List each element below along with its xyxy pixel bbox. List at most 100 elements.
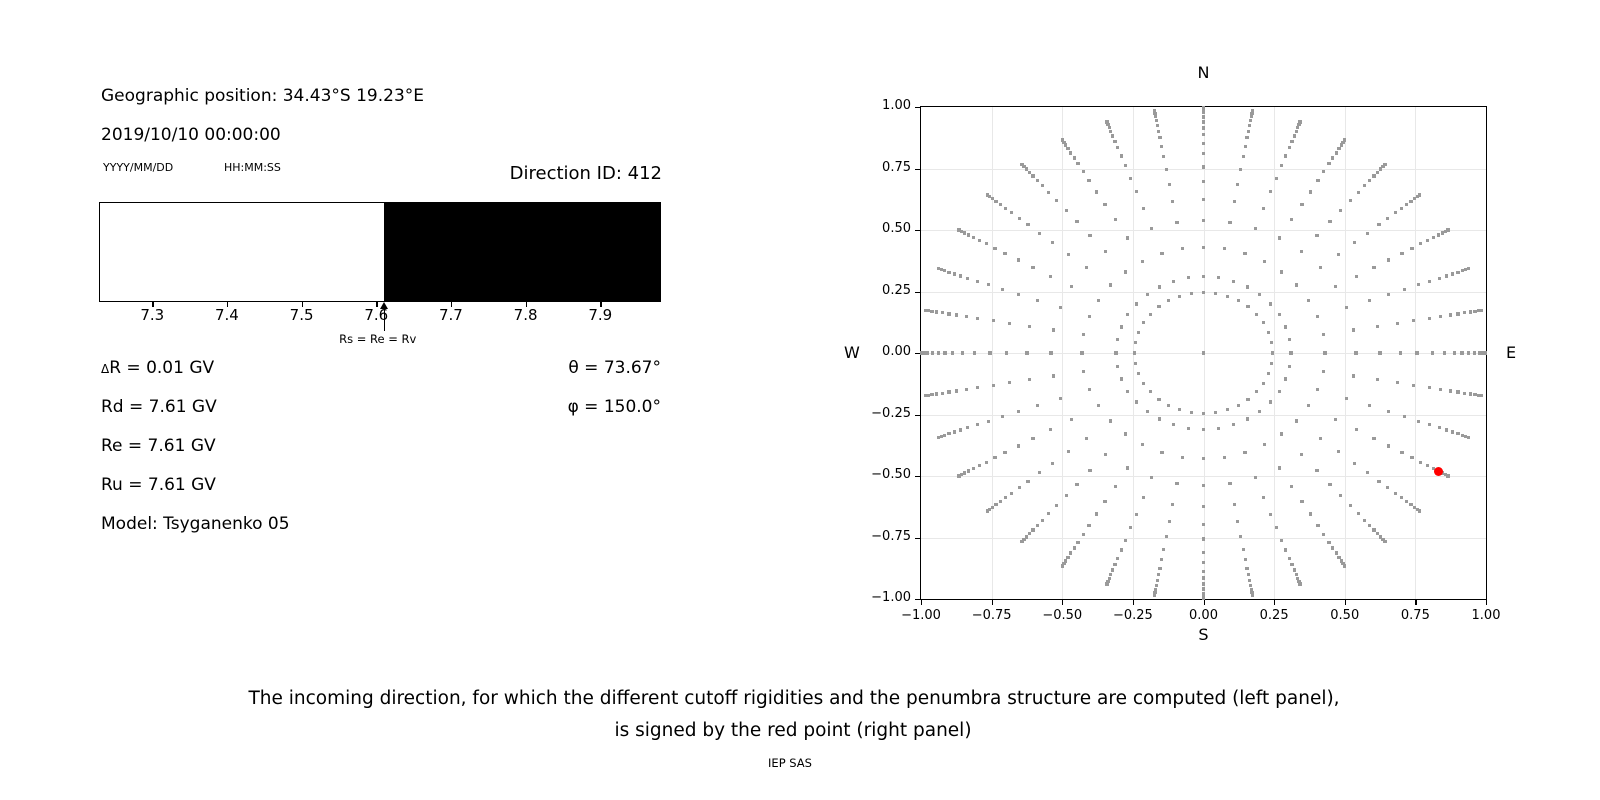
direction-dot <box>1148 390 1153 394</box>
delta-symbol: Δ <box>101 362 110 376</box>
direction-dot <box>1201 115 1206 119</box>
direction-dot <box>1171 423 1176 427</box>
direction-dot <box>1451 430 1455 434</box>
direction-dot <box>1103 202 1107 207</box>
direction-dot <box>993 246 997 250</box>
y-axis-tick <box>915 168 921 170</box>
direction-dot <box>1167 182 1171 186</box>
direction-dot <box>1394 491 1398 495</box>
direction-dot <box>1075 482 1079 486</box>
direction-dot <box>1246 397 1250 401</box>
direction-dot <box>1128 526 1133 530</box>
direction-dot <box>1225 408 1229 412</box>
x-axis-tick <box>991 599 993 605</box>
direction-dot <box>1243 450 1247 454</box>
direction-dot <box>1201 550 1206 555</box>
direction-dot <box>1274 176 1279 180</box>
direction-dot <box>1119 377 1123 381</box>
re-value: Re = 7.61 GV <box>101 436 216 456</box>
direction-dot <box>1254 226 1258 230</box>
direction-dot <box>1111 134 1115 138</box>
direction-dot <box>1337 252 1341 256</box>
direction-dot <box>1069 151 1073 155</box>
direction-dot <box>954 389 959 393</box>
direction-dot <box>1178 408 1182 412</box>
direction-dot <box>1087 178 1091 182</box>
direction-dot <box>1201 505 1206 509</box>
direction-dot <box>1438 387 1443 391</box>
direction-dot <box>1017 486 1021 490</box>
direction-dot <box>1290 562 1294 567</box>
direction-dot <box>1243 252 1247 256</box>
direction-dot <box>1334 151 1338 155</box>
direction-dot <box>1051 328 1055 332</box>
direction-dot <box>1372 528 1376 532</box>
direction-dot <box>1105 582 1109 586</box>
direction-dot <box>1444 428 1448 432</box>
direction-dot <box>1427 316 1431 320</box>
direction-dot <box>1201 218 1206 222</box>
direction-dot <box>1367 298 1371 302</box>
direction-dot <box>1069 417 1073 421</box>
direction-dot <box>1261 321 1266 325</box>
penumbra-tick-label: 7.6 <box>364 306 389 324</box>
direction-dot <box>972 466 976 471</box>
direction-dot <box>1085 266 1089 270</box>
direction-dot <box>1337 450 1341 454</box>
direction-dot <box>1054 198 1058 202</box>
penumbra-axis-tick <box>376 302 378 307</box>
direction-dot <box>1277 313 1281 317</box>
direction-dot <box>1022 165 1026 169</box>
direction-dot <box>1155 123 1160 128</box>
direction-dot <box>988 351 992 355</box>
direction-dot <box>1201 427 1206 431</box>
direction-dot <box>988 195 992 199</box>
direction-dot <box>1322 532 1326 537</box>
direction-dot <box>1402 415 1406 419</box>
direction-dot <box>1365 231 1369 236</box>
direction-dot <box>927 309 931 313</box>
direction-dot <box>1294 419 1299 423</box>
direction-dot <box>1134 512 1138 516</box>
direction-dot <box>1316 524 1320 528</box>
direction-dot <box>1145 292 1149 297</box>
direction-dot <box>1154 119 1159 123</box>
direction-dot <box>1339 143 1343 147</box>
direction-dot <box>1456 312 1460 316</box>
direction-dot <box>1128 176 1133 180</box>
direction-dot <box>1243 557 1247 561</box>
direction-dot <box>1288 364 1292 368</box>
direction-dot <box>1412 383 1416 387</box>
direction-dot <box>923 308 928 312</box>
direction-dot <box>967 469 971 473</box>
gridline-vertical <box>1274 107 1276 599</box>
y-tick-label: 1.00 <box>882 98 911 113</box>
direction-dot <box>1031 437 1035 441</box>
direction-dot <box>1367 403 1371 408</box>
phi-value: φ = 150.0° <box>567 397 661 417</box>
direction-dot <box>1180 455 1184 459</box>
direction-dot <box>1472 351 1476 355</box>
direction-dot <box>1160 450 1164 454</box>
direction-dot <box>1409 503 1413 507</box>
direction-dot <box>1468 392 1472 396</box>
direction-dot <box>940 311 944 315</box>
direction-dot <box>1031 265 1035 269</box>
direction-dot <box>1299 249 1304 253</box>
y-tick-label: 0.50 <box>882 221 911 236</box>
direction-dot <box>1417 283 1421 287</box>
direction-dot <box>1402 287 1406 291</box>
direction-dot <box>1066 147 1070 151</box>
direction-dot <box>1167 520 1171 524</box>
direction-dot <box>1113 484 1117 488</box>
direction-dot <box>1386 410 1391 414</box>
direction-dot <box>1132 351 1136 355</box>
direction-dot <box>1020 539 1024 543</box>
direction-dot <box>1254 390 1259 394</box>
direction-dot <box>1158 417 1162 421</box>
direction-dot <box>1405 499 1409 504</box>
direction-dot <box>1201 569 1206 574</box>
direction-dot <box>1201 120 1206 124</box>
direction-dot <box>1477 351 1481 355</box>
direction-dot <box>1460 269 1465 273</box>
